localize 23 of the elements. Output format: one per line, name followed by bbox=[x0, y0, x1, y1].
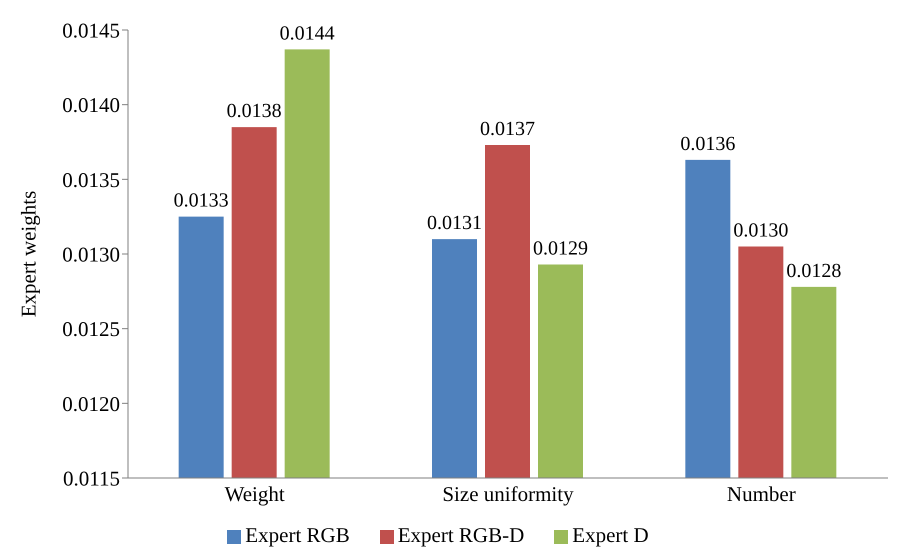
y-tick-label: 0.0115 bbox=[63, 466, 120, 490]
x-tick-label: Size uniformity bbox=[442, 482, 574, 506]
y-tick-label: 0.0140 bbox=[62, 93, 120, 118]
data-label: 0.0131 bbox=[427, 212, 482, 234]
y-tick-label: 0.0120 bbox=[62, 392, 120, 416]
x-tick-label: Weight bbox=[224, 482, 285, 506]
y-axis-title: Expert weights bbox=[16, 190, 40, 318]
x-tick-label: Number bbox=[726, 482, 796, 506]
data-label: 0.0144 bbox=[280, 22, 335, 44]
data-label: 0.0129 bbox=[533, 237, 588, 260]
legend-label: Expert RGB-D bbox=[398, 523, 524, 547]
data-label: 0.0133 bbox=[174, 190, 229, 212]
data-label: 0.0138 bbox=[226, 100, 282, 122]
legend-label: Expert RGB bbox=[245, 523, 350, 547]
data-label: 0.0136 bbox=[680, 132, 736, 155]
y-tick-label: 0.0135 bbox=[62, 168, 120, 192]
data-label: 0.0137 bbox=[480, 118, 535, 140]
y-tick-label: 0.0125 bbox=[62, 317, 120, 342]
y-tick-label: 0.0130 bbox=[62, 242, 120, 266]
data-label: 0.0128 bbox=[786, 260, 842, 282]
data-label: 0.0130 bbox=[733, 220, 788, 242]
legend-label: Expert D bbox=[572, 523, 649, 547]
y-tick-label: 0.0145 bbox=[62, 18, 120, 42]
